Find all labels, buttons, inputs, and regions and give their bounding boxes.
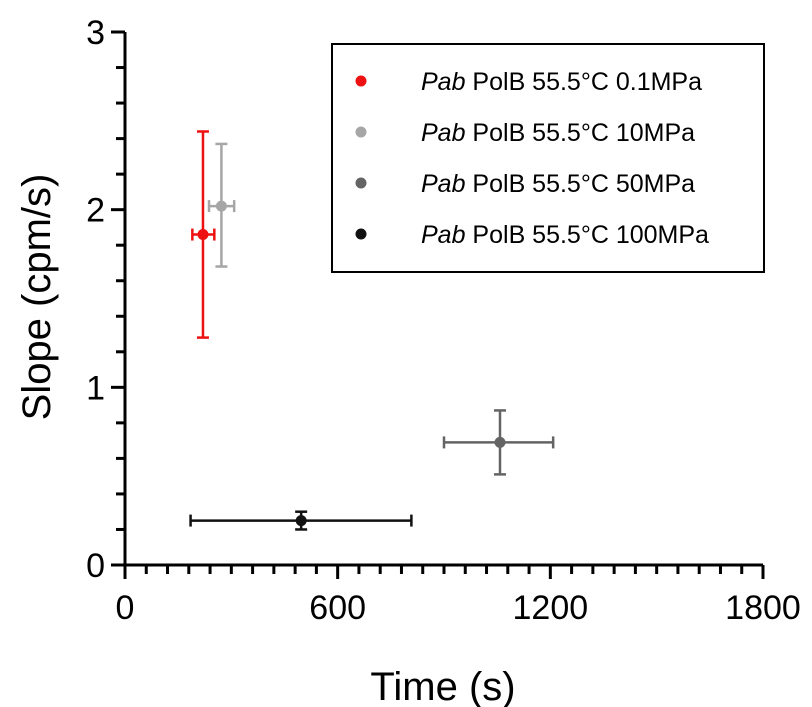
axes: 0 600 1200 1800 0 1 2 3 — [86, 14, 801, 627]
x-tick-label: 0 — [116, 589, 135, 627]
y-tick-label: 2 — [86, 192, 105, 230]
legend-box — [331, 43, 765, 273]
data-point — [295, 515, 307, 527]
x-tick-label: 1200 — [513, 589, 589, 627]
data-point-group — [442, 409, 555, 476]
legend-label: Pab PolB 55.5°C 100MPa — [421, 221, 709, 249]
legend-marker — [355, 177, 367, 189]
legend-label: Pab PolB 55.5°C 10MPa — [421, 119, 695, 147]
legend: Pab PolB 55.5°C 0.1MPa Pab PolB 55.5°C 10… — [331, 43, 765, 273]
data-point-group — [189, 510, 413, 531]
data-point-group — [207, 142, 236, 268]
x-axis-title: Time (s) — [370, 665, 515, 707]
legend-label: Pab PolB 55.5°C 50MPa — [421, 170, 695, 198]
y-tick-label: 1 — [86, 369, 105, 407]
y-axis-title: Slope (cpm/s) — [15, 174, 59, 421]
legend-marker — [355, 75, 367, 87]
legend-label: Pab PolB 55.5°C 0.1MPa — [421, 68, 702, 96]
data-point — [494, 436, 506, 448]
x-tick-label: 600 — [309, 589, 366, 627]
y-tick-label: 3 — [86, 14, 105, 52]
data-point-group — [191, 130, 216, 339]
legend-marker — [355, 126, 367, 138]
data-point — [215, 200, 227, 212]
x-tick-label: 1800 — [725, 589, 801, 627]
data-points — [189, 130, 555, 531]
y-tick-label: 0 — [86, 547, 105, 585]
data-point — [197, 229, 209, 241]
legend-marker — [355, 228, 367, 240]
